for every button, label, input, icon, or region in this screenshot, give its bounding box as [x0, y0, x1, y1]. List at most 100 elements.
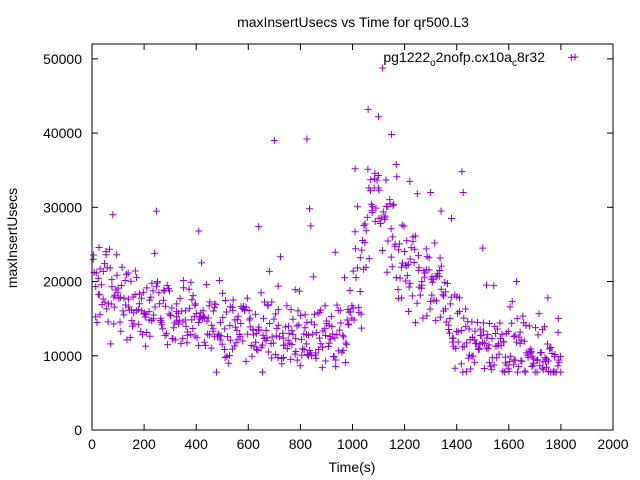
data-point: [193, 334, 201, 342]
data-point: [315, 345, 323, 353]
data-point: [188, 296, 196, 304]
data-point: [120, 311, 128, 319]
data-point: [350, 316, 358, 324]
data-point: [392, 160, 400, 168]
data-point: [544, 294, 552, 302]
y-tick-label: 20000: [43, 274, 82, 290]
data-point: [124, 269, 132, 277]
data-point: [142, 342, 150, 350]
x-tick-label: 0: [88, 436, 96, 452]
data-point: [232, 339, 240, 347]
x-axis-label: Time(s): [329, 459, 376, 475]
data-point: [401, 248, 409, 256]
data-point: [288, 327, 296, 335]
data-point: [471, 327, 479, 335]
data-point: [257, 289, 265, 297]
data-point: [404, 260, 412, 268]
data-point: [118, 281, 126, 289]
data-point: [183, 339, 191, 347]
data-point: [274, 306, 282, 314]
data-point: [337, 319, 345, 327]
data-point: [231, 342, 239, 350]
data-point: [481, 339, 489, 347]
data-point: [139, 331, 147, 339]
data-point: [119, 307, 127, 315]
data-point: [406, 177, 414, 185]
data-point: [479, 244, 487, 252]
data-point: [475, 345, 483, 353]
data-point: [234, 312, 242, 320]
data-point: [204, 314, 212, 322]
data-point: [505, 327, 513, 335]
data-point: [508, 297, 516, 305]
data-point: [311, 310, 319, 318]
data-point: [198, 259, 206, 267]
data-point: [117, 327, 125, 335]
data-point: [497, 335, 505, 343]
data-point: [318, 364, 326, 372]
data-point: [384, 237, 392, 245]
axis-ticks: 0 200 400 600 800 1000 1200 1400 1600 1800 2000010…: [43, 44, 629, 452]
legend-label: pg1222o2nofp.cx10ac8r32: [383, 49, 545, 69]
data-point: [518, 357, 526, 365]
data-point: [313, 329, 321, 337]
data-point: [140, 309, 148, 317]
data-point: [92, 283, 100, 291]
data-point: [411, 245, 419, 253]
data-point: [456, 294, 464, 302]
data-point: [212, 300, 220, 308]
data-point: [515, 363, 523, 371]
data-point: [485, 320, 493, 328]
data-point: [274, 321, 282, 329]
data-point: [108, 283, 116, 291]
data-point: [179, 334, 187, 342]
data-point: [319, 343, 327, 351]
data-point: [513, 338, 521, 346]
data-point: [229, 307, 237, 315]
data-point: [322, 332, 330, 340]
data-point: [495, 350, 503, 358]
data-point: [457, 360, 465, 368]
data-point: [554, 315, 562, 323]
data-point: [161, 302, 169, 310]
data-point: [535, 310, 543, 318]
data-point: [422, 245, 430, 253]
data-point: [195, 227, 203, 235]
data-point: [432, 297, 440, 305]
data-point: [226, 322, 234, 330]
data-point: [528, 348, 536, 356]
data-point: [158, 318, 166, 326]
data-point: [292, 335, 300, 343]
chart-title: maxInsertUsecs vs Time for qr500.L3: [237, 14, 469, 30]
data-point: [181, 316, 189, 324]
data-point: [150, 311, 158, 319]
data-point: [431, 239, 439, 247]
data-point: [449, 334, 457, 342]
data-point: [103, 305, 111, 313]
data-point: [379, 208, 387, 216]
legend-plus-marker: [571, 53, 579, 61]
data-point: [300, 346, 308, 354]
data-point: [187, 278, 195, 286]
data-point: [180, 284, 188, 292]
legend: pg1222o2nofp.cx10ac8r32: [383, 49, 579, 69]
data-point: [351, 165, 359, 173]
data-point: [182, 322, 190, 330]
data-point: [298, 351, 306, 359]
data-point: [264, 302, 272, 310]
data-point: [492, 330, 500, 338]
data-point: [400, 222, 408, 230]
data-point: [163, 281, 171, 289]
data-point: [246, 314, 254, 322]
data-point: [110, 293, 118, 301]
data-point: [113, 271, 121, 279]
data-point: [506, 358, 514, 366]
data-point: [285, 322, 293, 330]
data-point: [221, 353, 229, 361]
data-point: [303, 319, 311, 327]
data-point: [467, 365, 475, 373]
data-point: [506, 303, 514, 311]
data-point: [352, 245, 360, 253]
data-point: [482, 281, 490, 289]
